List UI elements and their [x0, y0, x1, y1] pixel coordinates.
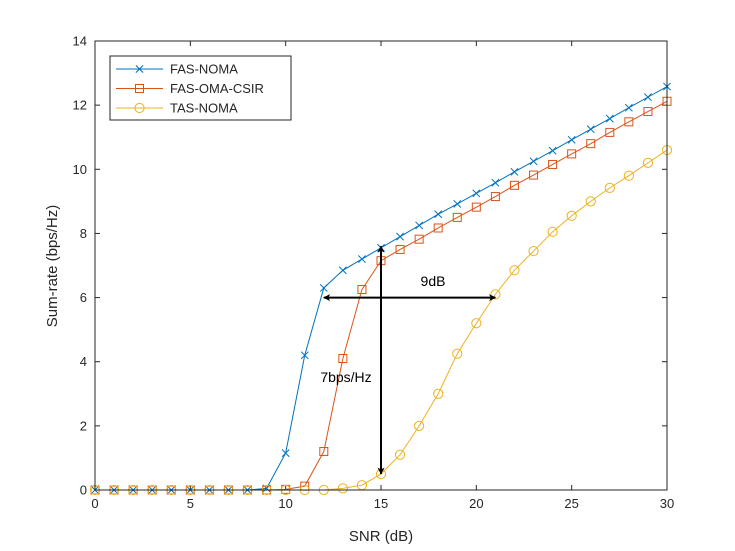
data-point — [643, 107, 653, 117]
x-tick-label: 10 — [278, 496, 292, 511]
data-point — [434, 210, 443, 219]
data-point — [548, 146, 557, 155]
data-point — [567, 149, 577, 159]
data-point — [337, 483, 348, 494]
data-point — [567, 135, 576, 144]
legend-marker — [134, 102, 145, 114]
data-point — [547, 226, 558, 237]
data-point — [510, 167, 519, 176]
data-point — [623, 170, 634, 181]
data-point — [394, 449, 406, 460]
data-point — [643, 93, 652, 102]
data-point — [529, 170, 539, 180]
data-point — [338, 266, 347, 275]
legend-label: FAS-NOMA — [170, 62, 238, 77]
data-point — [319, 283, 328, 292]
data-point — [471, 318, 482, 329]
data-point — [414, 420, 425, 431]
data-point — [509, 265, 520, 276]
plot-frame — [94, 40, 668, 491]
data-point — [509, 180, 519, 190]
vertical-gap-label: 7bps/Hz — [320, 369, 371, 385]
legend-label: FAS-OMA-CSIR — [170, 81, 264, 96]
x-tick-label: 20 — [469, 496, 483, 511]
data-point — [415, 221, 424, 230]
data-point — [566, 210, 577, 221]
data-point — [357, 255, 366, 264]
data-point — [490, 192, 500, 202]
y-tick-label: 6 — [80, 290, 87, 305]
y-tick-label: 8 — [80, 226, 87, 241]
data-point — [586, 125, 595, 134]
data-point — [338, 354, 348, 364]
data-point — [357, 285, 367, 295]
data-point — [433, 388, 444, 399]
data-point — [414, 234, 424, 244]
data-point — [586, 139, 596, 149]
y-axis-label: Sum-rate (bps/Hz) — [44, 205, 61, 328]
y-tick-label: 0 — [80, 483, 87, 498]
y-tick-label: 2 — [80, 418, 87, 433]
data-point — [319, 447, 329, 457]
legend-entries: FAS-NOMA FAS-OMA-CSIR TAS-NOMA — [116, 62, 264, 116]
legend-label: TAS-NOMA — [170, 101, 238, 116]
data-point — [624, 117, 634, 127]
annotations: 9dB 7bps/Hz — [320, 245, 497, 475]
data-point — [395, 244, 405, 254]
y-tick-label: 12 — [73, 98, 87, 113]
data-point — [491, 178, 500, 187]
x-tick-label: 30 — [660, 496, 674, 511]
x-tick-label: 5 — [187, 496, 194, 511]
data-point — [300, 351, 309, 360]
data-point — [548, 159, 558, 169]
data-point — [624, 103, 633, 112]
y-tick-label: 10 — [73, 162, 87, 177]
data-point — [453, 199, 462, 208]
data-point — [585, 196, 596, 207]
data-point — [471, 202, 481, 212]
x-tick-label: 0 — [91, 496, 98, 511]
data-point — [433, 223, 443, 233]
data-point — [642, 157, 654, 168]
legend-marker — [135, 84, 144, 93]
legend-marker — [135, 65, 144, 73]
x-axis-label: SNR (dB) — [349, 528, 413, 545]
horizontal-gap-label: 9dB — [421, 273, 446, 289]
x-tick-label: 15 — [374, 496, 388, 511]
data-point — [452, 212, 462, 222]
legend: FAS-NOMA FAS-OMA-CSIR TAS-NOMA — [109, 55, 292, 121]
data-point — [529, 157, 538, 166]
data-point — [452, 348, 463, 359]
data-point — [528, 245, 539, 257]
data-point — [605, 127, 615, 137]
data-point — [472, 189, 481, 198]
tick-labels: 0 5 10 15 20 25 30 0 2 4 6 8 10 12 14 — [73, 34, 675, 512]
data-point — [281, 449, 290, 458]
data-point — [396, 232, 405, 241]
x-tick-label: 25 — [564, 496, 578, 511]
data-point — [605, 114, 614, 123]
y-tick-label: 14 — [73, 34, 87, 49]
data-point — [604, 182, 615, 193]
y-tick-label: 4 — [80, 354, 87, 369]
